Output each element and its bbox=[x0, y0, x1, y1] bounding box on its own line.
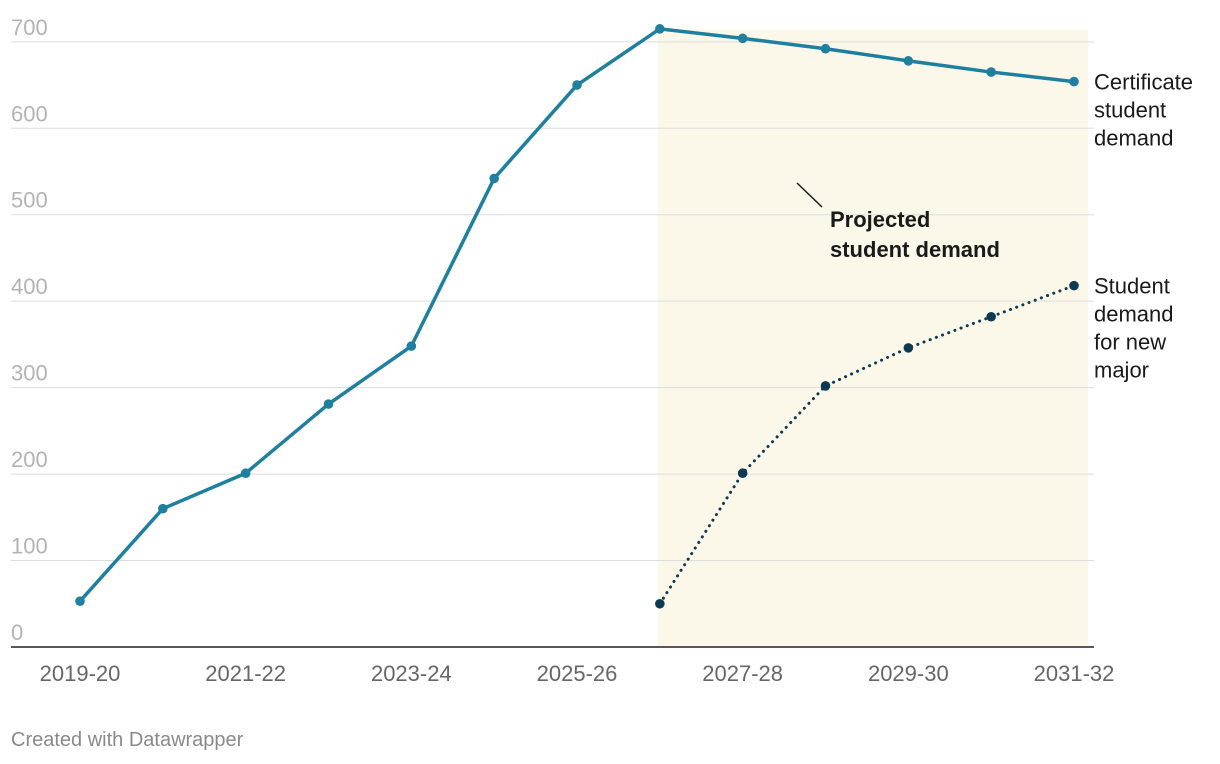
y-tick-label: 300 bbox=[11, 361, 48, 386]
y-axis-ticks: 0 100 200 300 400 500 600 700 bbox=[11, 15, 48, 645]
x-tick-label: 2019-20 bbox=[40, 661, 121, 686]
x-tick-label: 2031-32 bbox=[1034, 661, 1115, 686]
data-point bbox=[820, 381, 831, 391]
x-tick-label: 2029-30 bbox=[868, 661, 949, 686]
x-tick-label: 2023-24 bbox=[371, 661, 452, 686]
data-point bbox=[903, 56, 914, 66]
data-point bbox=[572, 80, 582, 90]
annotation-line: student demand bbox=[830, 237, 1000, 262]
data-point bbox=[406, 341, 417, 351]
data-point bbox=[655, 598, 665, 609]
data-point bbox=[75, 596, 85, 606]
x-tick-label: 2025-26 bbox=[537, 661, 618, 686]
projected-period-shade bbox=[657, 30, 1088, 647]
x-tick-label: 2021-22 bbox=[205, 661, 286, 686]
series-label-line: student bbox=[1094, 98, 1166, 123]
credit-text: Created with Datawrapper bbox=[11, 729, 244, 751]
annotation-leader-line bbox=[796, 182, 823, 208]
data-point bbox=[323, 399, 334, 409]
data-point bbox=[986, 311, 996, 322]
data-point bbox=[903, 343, 914, 353]
projected-annotation: Projected student demand bbox=[830, 207, 1000, 262]
data-point bbox=[655, 24, 665, 34]
y-tick-label: 0 bbox=[11, 620, 23, 645]
data-point bbox=[240, 468, 251, 479]
data-point bbox=[737, 33, 748, 44]
data-point bbox=[1069, 76, 1079, 87]
series-label-line: Student bbox=[1094, 274, 1170, 299]
data-point bbox=[158, 503, 168, 514]
series-label-line: Certificate bbox=[1094, 70, 1193, 95]
data-point bbox=[489, 173, 499, 184]
y-tick-label: 700 bbox=[11, 15, 48, 40]
series-label-1: Certificate student demand bbox=[1094, 70, 1193, 151]
data-point bbox=[737, 468, 748, 479]
data-point bbox=[986, 67, 996, 77]
series-label-line: for new bbox=[1094, 330, 1166, 355]
x-axis-ticks: 2019-20 2021-22 2023-24 2025-26 2027-28 2029-… bbox=[40, 661, 1115, 686]
series-labels: Certificate student demand Student demand for… bbox=[1094, 70, 1193, 383]
y-tick-label: 200 bbox=[11, 447, 48, 472]
series-label-line: major bbox=[1094, 358, 1149, 383]
series-label-line: demand bbox=[1094, 126, 1174, 151]
y-tick-label: 600 bbox=[11, 101, 48, 126]
y-tick-label: 100 bbox=[11, 534, 48, 559]
y-tick-label: 500 bbox=[11, 188, 48, 213]
y-tick-label: 400 bbox=[11, 274, 48, 299]
gridlines bbox=[11, 41, 1094, 562]
data-point bbox=[1069, 280, 1079, 291]
annotation-line: Projected bbox=[830, 207, 930, 232]
data-point bbox=[820, 43, 831, 54]
series-label-2: Student demand for new major bbox=[1094, 274, 1174, 383]
series-group bbox=[75, 24, 1079, 609]
series-label-line: demand bbox=[1094, 302, 1174, 327]
x-tick-label: 2027-28 bbox=[702, 661, 783, 686]
series-line-2 bbox=[658, 284, 1076, 606]
